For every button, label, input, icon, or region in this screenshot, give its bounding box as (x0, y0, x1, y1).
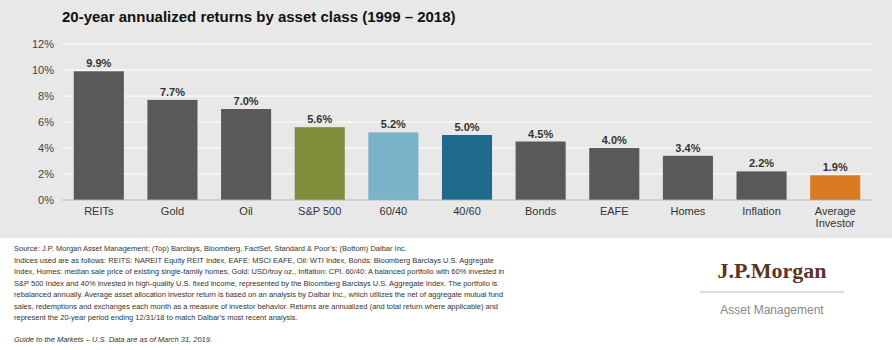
x-tick-label: REITs (84, 205, 114, 217)
chart-panel (0, 0, 892, 238)
bar (737, 171, 787, 200)
logo-subtitle: Asset Management (720, 303, 824, 317)
x-tick-label: 40/60 (453, 205, 481, 217)
chart-svg: 20-year annualized returns by asset clas… (0, 0, 892, 350)
bars (74, 71, 860, 200)
y-tick-label: 8% (38, 90, 54, 102)
x-tick-label: S&P 500 (298, 205, 341, 217)
data-label: 4.0% (602, 134, 627, 146)
grid-line (62, 70, 872, 71)
y-axis: 0% 2% 4% 6% 8% 10% 12% (32, 38, 872, 206)
x-axis: REITs Gold Oil S&P 500 60/40 40/60 Bonds EAFE Ho… (84, 205, 855, 229)
bar (663, 156, 713, 200)
footnote: rebalanced annually. Average asset alloc… (14, 290, 503, 299)
data-labels: 9.9% 7.7% 7.0% 5.6% 5.2% 5.0% 4.5% 4.0% 3.4% 2.2%… (86, 57, 848, 173)
x-axis-line (62, 200, 872, 201)
data-label: 5.6% (307, 113, 332, 125)
data-label: 3.4% (675, 142, 700, 154)
footnote: Indices used are as follows: REITS: NARE… (14, 256, 494, 265)
bar (516, 142, 566, 201)
y-tick-label: 4% (38, 142, 54, 154)
footnotes: Source: J.P. Morgan Asset Management; (T… (14, 244, 504, 344)
y-tick-label: 10% (32, 64, 54, 76)
data-label: 4.5% (528, 128, 553, 140)
bar (368, 132, 418, 200)
data-label: 7.7% (160, 86, 185, 98)
data-label: 5.0% (454, 121, 479, 133)
footnote-italic: Guide to the Markets – U.S. Data are as … (14, 335, 212, 344)
bar (442, 135, 492, 200)
bar (589, 148, 639, 200)
x-tick-label: Homes (670, 205, 705, 217)
y-tick-label: 0% (38, 194, 54, 206)
grid-line (62, 44, 872, 45)
bar (295, 127, 345, 200)
x-tick-label: 60/40 (380, 205, 408, 217)
data-label: 9.9% (86, 57, 111, 69)
y-tick-label: 6% (38, 116, 54, 128)
x-tick-label: AverageInvestor (815, 205, 856, 229)
footnote: sales, redemptions and exchanges each mo… (14, 302, 498, 311)
data-label: 5.2% (381, 118, 406, 130)
y-tick-label: 2% (38, 168, 54, 180)
data-label: 2.2% (749, 157, 774, 169)
title: 20-year annualized returns by asset clas… (62, 8, 456, 25)
grid-line (62, 200, 872, 201)
x-tick-label: EAFE (600, 205, 629, 217)
bar (147, 100, 197, 200)
y-tick-label: 12% (32, 38, 54, 50)
logo: J.P.Morgan (717, 258, 826, 283)
x-tick-label: Bonds (525, 205, 557, 217)
footnote: Source: J.P. Morgan Asset Management; (T… (14, 244, 407, 253)
footnote: represent the 20-year period ending 12/3… (14, 313, 298, 322)
bar (810, 175, 860, 200)
bar (221, 109, 271, 200)
logo-divider (700, 292, 844, 293)
x-tick-label: Inflation (742, 205, 781, 217)
footnote: Index, Homes: median sale price of exist… (14, 267, 504, 276)
x-tick-label: Gold (161, 205, 184, 217)
x-tick-label: Oil (239, 205, 252, 217)
bar (74, 71, 124, 200)
data-label: 7.0% (234, 95, 259, 107)
footnote: S&P 500 Index and 40% invested in high-q… (14, 279, 498, 288)
data-label: 1.9% (823, 161, 848, 173)
